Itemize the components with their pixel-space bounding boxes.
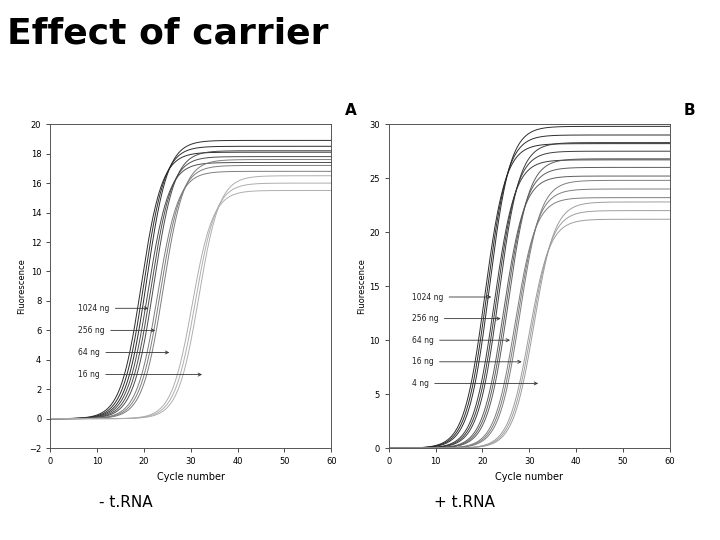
Text: 4 ng: 4 ng <box>412 379 537 388</box>
Text: 16 ng: 16 ng <box>78 370 201 379</box>
Text: 64 ng: 64 ng <box>78 348 168 357</box>
Y-axis label: Fluorescence: Fluorescence <box>17 258 27 314</box>
Text: - t.RNA: - t.RNA <box>99 495 153 510</box>
Text: + t.RNA: + t.RNA <box>434 495 495 510</box>
Text: Effect of carrier: Effect of carrier <box>7 16 329 50</box>
Text: 256 ng: 256 ng <box>412 314 500 323</box>
Y-axis label: Fluorescence: Fluorescence <box>357 258 366 314</box>
Text: 1024 ng: 1024 ng <box>412 293 490 301</box>
Text: 1024 ng: 1024 ng <box>78 304 148 313</box>
Text: 16 ng: 16 ng <box>412 357 521 366</box>
Text: B: B <box>684 103 696 118</box>
Text: A: A <box>346 103 357 118</box>
X-axis label: Cycle number: Cycle number <box>495 472 563 482</box>
X-axis label: Cycle number: Cycle number <box>157 472 225 482</box>
Text: 64 ng: 64 ng <box>412 336 509 345</box>
Text: 256 ng: 256 ng <box>78 326 154 335</box>
